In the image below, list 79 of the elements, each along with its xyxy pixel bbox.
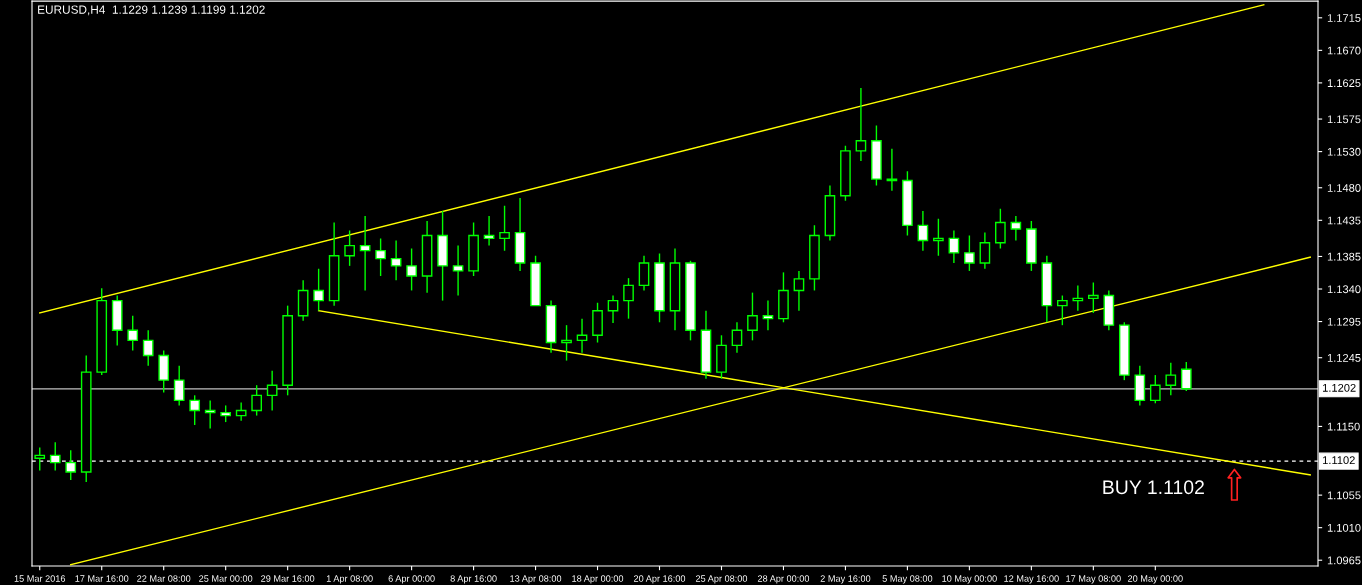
candlestick xyxy=(1010,215,1022,242)
x-tick-label: 25 Apr 08:00 xyxy=(695,575,748,584)
candlestick xyxy=(964,234,975,272)
candlestick xyxy=(638,255,650,292)
y-tick-label: 1.1295 xyxy=(1327,317,1361,326)
y-tick-label: 1.1245 xyxy=(1327,353,1361,362)
candlestick xyxy=(390,239,402,282)
x-tick-label: 6 Apr 00:00 xyxy=(388,575,435,584)
candlestick xyxy=(266,370,278,412)
ref-line-label: 1.1102 xyxy=(1323,456,1355,465)
candlestick xyxy=(127,315,139,352)
y-tick-label: 1.1010 xyxy=(1327,523,1361,532)
candlestick xyxy=(34,446,46,472)
candlestick xyxy=(1149,374,1161,404)
x-tick-label: 1 Apr 08:00 xyxy=(326,575,373,584)
x-tick-label: 13 Apr 08:00 xyxy=(510,575,562,584)
candlestick xyxy=(499,205,510,252)
candlestick xyxy=(1087,281,1099,314)
candlestick xyxy=(483,215,495,247)
y-tick-label: 1.1625 xyxy=(1327,79,1361,88)
candlestick xyxy=(948,229,960,264)
candlestick xyxy=(189,394,201,426)
annotation: BUY 1.1102 xyxy=(1103,480,1204,495)
x-tick-label: 12 May 16:00 xyxy=(1004,575,1059,584)
x-tick-label: 17 May 08:00 xyxy=(1066,575,1121,584)
candlestick xyxy=(979,231,991,270)
candlestick xyxy=(731,321,743,354)
y-tick-label: 1.1670 xyxy=(1327,46,1361,55)
candlestick xyxy=(933,218,944,257)
candlestick xyxy=(406,247,417,292)
x-tick-label: 28 Apr 00:00 xyxy=(757,575,810,584)
candlestick xyxy=(251,384,263,417)
x-tick-label: 5 May 08:00 xyxy=(882,575,933,584)
x-tick-label: 10 May 00:00 xyxy=(942,575,997,584)
x-tick-label: 18 Apr 00:00 xyxy=(572,575,624,584)
candlestick xyxy=(1057,294,1068,326)
candlestick xyxy=(173,364,185,407)
y-tick-label: 1.1575 xyxy=(1327,115,1361,124)
candlestick xyxy=(344,229,355,267)
x-tick-label: 20 May 00:00 xyxy=(1128,575,1183,584)
x-tick-label: 29 Mar 16:00 xyxy=(261,575,315,582)
y-tick-label: 1.1435 xyxy=(1327,216,1361,225)
y-tick-label: 1.1385 xyxy=(1327,252,1361,261)
candlestick xyxy=(1165,362,1177,397)
candlestick xyxy=(623,277,634,320)
y-tick-label: 1.1150 xyxy=(1327,422,1360,431)
chart-title: EURUSD,H4 1.1229 1.1239 1.1199 1.1202 xyxy=(38,5,265,16)
candlestick xyxy=(1180,361,1192,392)
y-tick-label: 1.1340 xyxy=(1327,285,1361,294)
candlestick xyxy=(747,291,758,342)
x-tick-label: 20 Apr 16:00 xyxy=(633,575,686,584)
candlestick xyxy=(576,317,588,354)
x-tick-label: 15 Mar 2016 xyxy=(14,575,66,582)
candlestick xyxy=(142,329,154,367)
y-tick-label: 1.1480 xyxy=(1327,184,1361,192)
x-tick-label: 25 Mar 00:00 xyxy=(199,575,253,582)
candlestick xyxy=(313,268,324,312)
y-tick-label: 1.1715 xyxy=(1327,14,1361,22)
candlestick xyxy=(855,87,867,162)
x-tick-label: 8 Apr 16:00 xyxy=(450,575,497,584)
candlestick xyxy=(793,270,805,312)
x-tick-label: 2 May 16:00 xyxy=(820,575,871,584)
candlestick xyxy=(359,215,371,292)
candlestick xyxy=(204,399,216,430)
x-tick-label: 17 Mar 16:00 xyxy=(75,575,129,582)
candlestick xyxy=(762,299,774,331)
candlestick xyxy=(995,208,1006,250)
candlestick xyxy=(235,401,247,422)
candlestick xyxy=(607,294,619,324)
x-tick-label: 22 Mar 08:00 xyxy=(137,575,191,582)
candlestick xyxy=(375,237,386,277)
candlestick xyxy=(886,148,898,192)
y-tick-label: 1.1055 xyxy=(1327,491,1361,500)
candlestick xyxy=(452,244,464,297)
candlestick xyxy=(917,210,929,252)
candlestick xyxy=(561,324,572,362)
y-tick-label: 1.1530 xyxy=(1327,147,1361,156)
ref-line-label: 1.1202 xyxy=(1323,383,1356,392)
y-tick-label: 1.0965 xyxy=(1327,556,1361,565)
